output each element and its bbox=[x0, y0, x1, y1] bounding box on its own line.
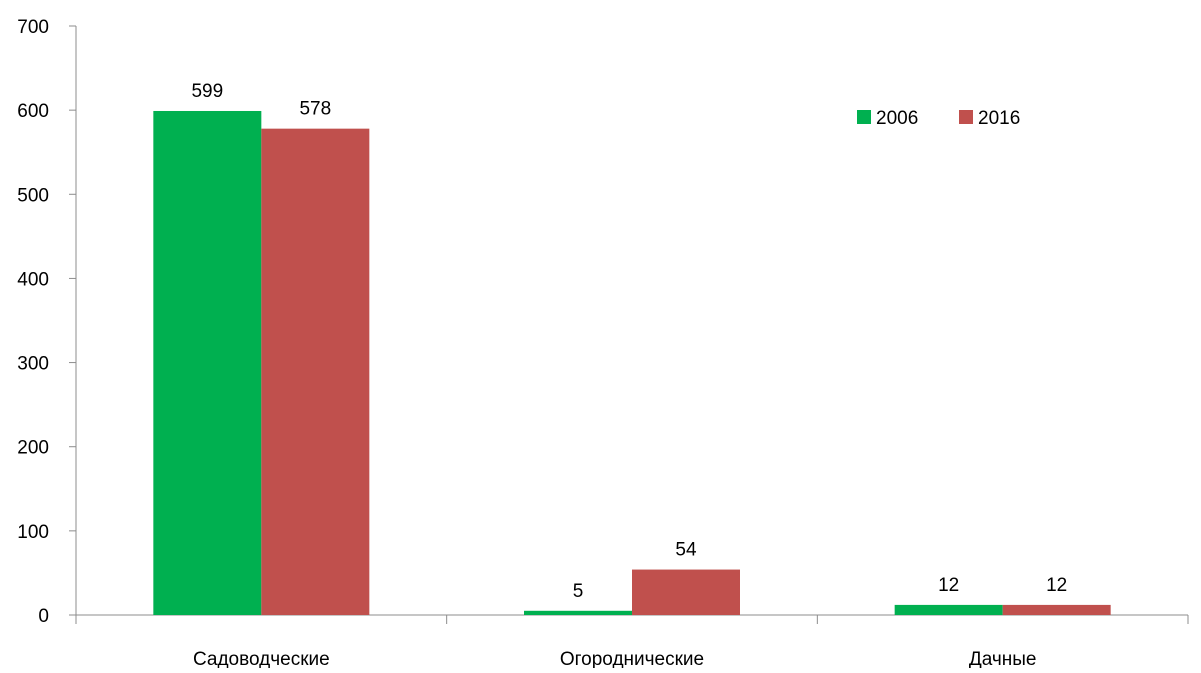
y-tick-label: 200 bbox=[17, 438, 49, 459]
x-category-label: Огороднические bbox=[560, 649, 704, 668]
x-category-label: Садоводческие bbox=[193, 649, 330, 668]
bar-2006-2 bbox=[894, 604, 1003, 615]
legend-swatch-2006 bbox=[857, 110, 871, 124]
data-labels: 599 578 5 54 12 12 bbox=[191, 81, 1067, 602]
y-tick-label: 600 bbox=[17, 101, 49, 122]
bar-2006-0 bbox=[153, 110, 262, 615]
y-tick-label: 300 bbox=[17, 354, 49, 375]
x-axis: Садоводческие Огороднические Дачные bbox=[75, 614, 1189, 670]
data-label: 5 bbox=[573, 581, 584, 602]
data-label: 12 bbox=[1046, 575, 1067, 596]
legend-swatch-2016 bbox=[959, 110, 973, 124]
bar-2016-2 bbox=[1002, 604, 1111, 615]
data-label: 578 bbox=[299, 99, 331, 120]
x-category-label: Дачные bbox=[969, 649, 1037, 668]
bar-2016-0 bbox=[261, 128, 370, 615]
data-label: 12 bbox=[938, 575, 959, 596]
y-tick-label: 400 bbox=[17, 269, 49, 290]
y-axis: 0 100 200 300 400 500 600 700 bbox=[17, 17, 77, 627]
y-tick-label: 500 bbox=[17, 185, 49, 206]
y-tick-label: 100 bbox=[17, 522, 49, 543]
bars bbox=[153, 110, 1111, 615]
legend: 2006 2016 bbox=[857, 108, 1020, 129]
y-tick-label: 700 bbox=[17, 17, 49, 38]
y-tick-label: 0 bbox=[38, 606, 49, 627]
legend-label: 2006 bbox=[876, 108, 918, 129]
data-label: 54 bbox=[675, 540, 697, 561]
legend-label: 2016 bbox=[978, 108, 1020, 129]
bar-2016-1 bbox=[632, 569, 740, 615]
bar-2006-1 bbox=[524, 610, 632, 615]
data-label: 599 bbox=[191, 81, 223, 102]
